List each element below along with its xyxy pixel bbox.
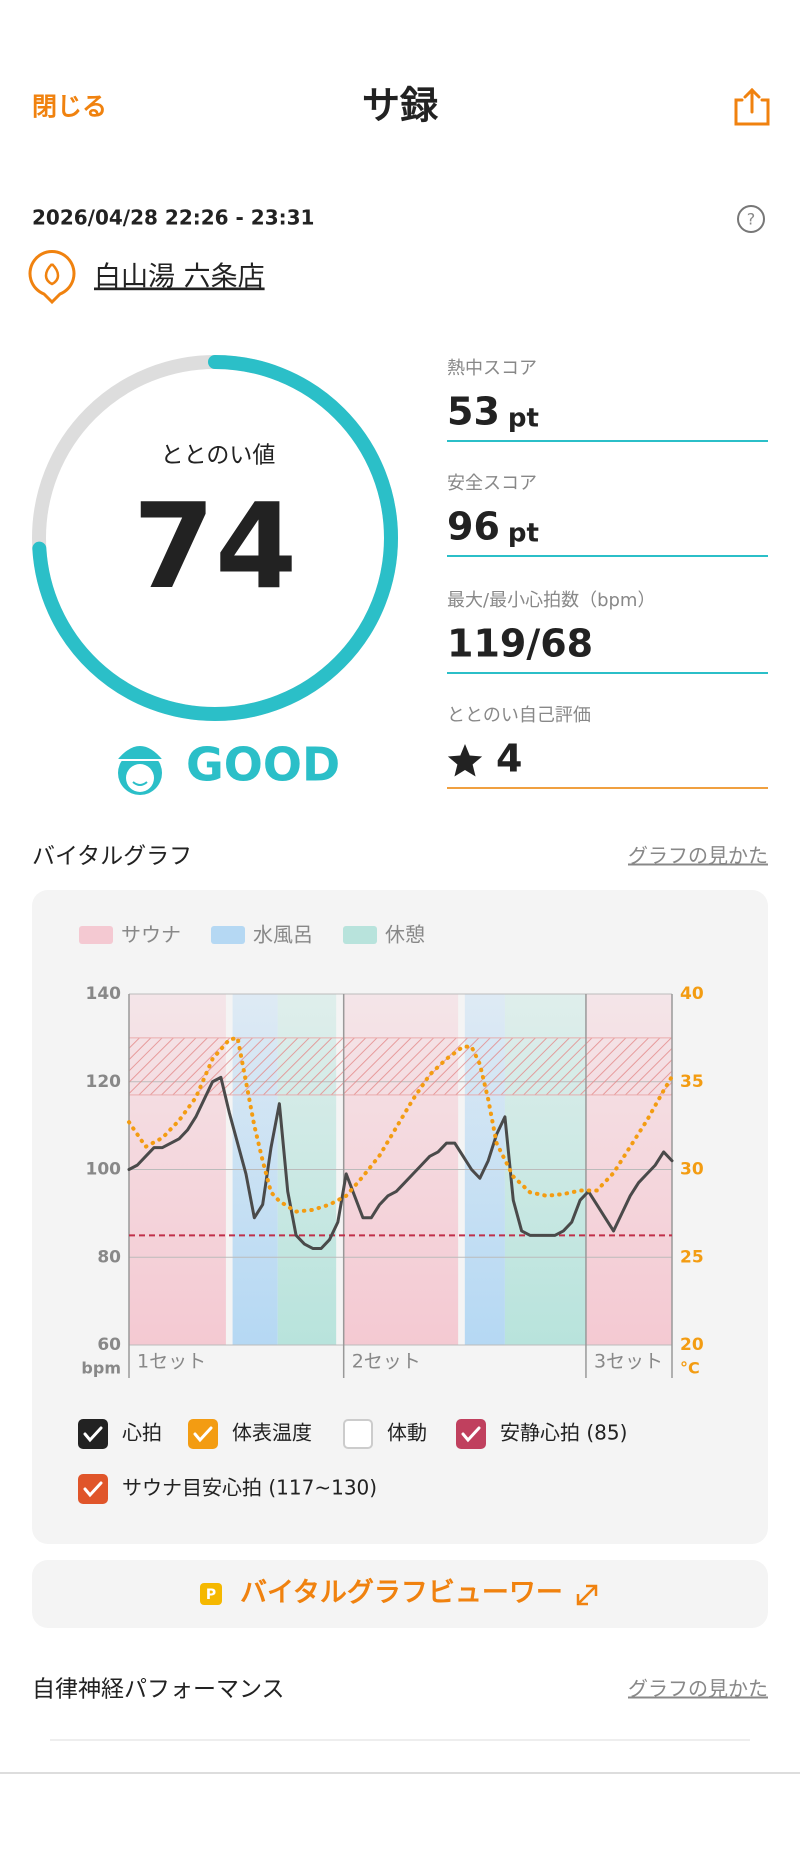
metric-unit: pt (508, 519, 539, 549)
metrics: 熱中スコア 53 pt 安全スコア 96 pt 最大/最小心拍数（bpm） 119/68 ととの… (447, 358, 768, 789)
session-datetime: 2026/04/28 22:26 - 23:31 (32, 206, 314, 230)
metric-value: 4 (496, 737, 522, 781)
legend-swatch (211, 926, 245, 944)
checkbox-label[interactable]: 安静心拍 (85) (500, 1421, 627, 1445)
viewer-button[interactable] (32, 1560, 768, 1628)
checkmark (83, 1481, 103, 1498)
heart-rate-line (127, 1075, 674, 1250)
metric-value: 119/68 (447, 622, 593, 666)
metric-value: 53 (447, 390, 500, 434)
help-link[interactable]: グラフの見かた (628, 844, 768, 868)
set-label: 3セット (594, 1351, 663, 1373)
page-title: サ録 (362, 84, 439, 128)
y2-tick-label: 20 (680, 1335, 704, 1355)
help-link[interactable]: グラフの見かた (628, 1677, 768, 1701)
checkbox-label[interactable]: 体表温度 (232, 1421, 312, 1445)
checkbox-label[interactable]: 心拍 (122, 1421, 162, 1445)
place-name[interactable]: 白山湯 六条店 (94, 262, 265, 293)
y2-tick-label: 30 (680, 1160, 704, 1180)
score-label: ととのい値 (161, 443, 276, 469)
metric-value: 96 (447, 505, 500, 549)
y-tick-label: 140 (86, 984, 122, 1004)
checkbox[interactable] (188, 1419, 218, 1449)
checkbox-label[interactable]: 体動 (387, 1421, 427, 1445)
y2-tick-label: 40 (680, 984, 704, 1004)
close-button[interactable]: 閉じる (32, 92, 107, 121)
legend-swatch (343, 926, 377, 944)
legend-label: 休憩 (385, 923, 425, 947)
set-label: 1セット (137, 1351, 206, 1373)
y-tick-label: 100 (86, 1160, 122, 1180)
svg-text:P: P (206, 1587, 216, 1603)
y2-unit: °C (680, 1359, 700, 1378)
checkbox[interactable] (78, 1419, 108, 1449)
metric-label: ととのい自己評価 (447, 705, 591, 726)
metric-unit: pt (508, 404, 539, 434)
viewer-button-label[interactable]: バイタルグラフビューワー (240, 1577, 563, 1609)
legend-label: 水風呂 (253, 923, 313, 947)
gauge-arc (32, 355, 398, 721)
place-icon (28, 250, 76, 305)
set-label: 2セット (352, 1351, 421, 1373)
y-tick-label: 80 (97, 1247, 121, 1267)
checkmark (83, 1426, 103, 1443)
expand-icon (576, 1584, 598, 1606)
y-tick-label: 120 (86, 1072, 122, 1092)
checkbox[interactable] (78, 1474, 108, 1504)
rating-text: GOOD (186, 738, 340, 792)
legend-swatch (79, 926, 113, 944)
checkmark (193, 1426, 213, 1443)
checkmark (461, 1426, 481, 1443)
metric-label: 熱中スコア (447, 358, 537, 379)
metric-label: 最大/最小心拍数（bpm） (447, 590, 655, 611)
share-button[interactable] (734, 87, 770, 126)
temperature-line (127, 1035, 674, 1214)
svg-text:?: ? (747, 210, 756, 229)
vital-chart: サウナ 水風呂 休憩 60 80 100 120 140 20 25 30 35 40 bpm °C 1セット… (78, 923, 704, 1504)
y-unit: bpm (81, 1359, 121, 1378)
star-icon (447, 744, 483, 777)
rating-icon (113, 744, 167, 795)
score-value: 74 (133, 477, 297, 615)
y-tick-label: 60 (97, 1335, 121, 1355)
checkbox[interactable] (343, 1419, 373, 1449)
y2-tick-label: 35 (680, 1072, 704, 1092)
premium-icon: P (200, 1583, 222, 1605)
section-title: 自律神経パフォーマンス (32, 1677, 285, 1703)
checkbox[interactable] (456, 1419, 486, 1449)
score-gauge (32, 355, 398, 721)
help-icon[interactable]: ? (737, 205, 765, 233)
checkbox-label[interactable]: サウナ目安心拍 (117~130) (122, 1476, 377, 1500)
section-title: バイタルグラフ (32, 844, 192, 870)
legend-label: サウナ (121, 923, 181, 947)
metric-label: 安全スコア (447, 473, 537, 494)
y2-tick-label: 25 (680, 1247, 704, 1267)
